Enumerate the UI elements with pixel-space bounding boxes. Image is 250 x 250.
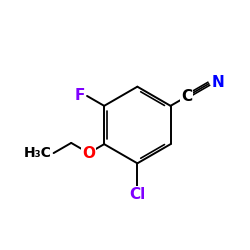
Text: N: N	[212, 75, 224, 90]
Text: H₃C: H₃C	[23, 146, 51, 160]
Text: Cl: Cl	[129, 187, 146, 202]
Text: O: O	[82, 146, 95, 160]
Text: C: C	[181, 89, 192, 104]
Text: F: F	[75, 88, 85, 104]
